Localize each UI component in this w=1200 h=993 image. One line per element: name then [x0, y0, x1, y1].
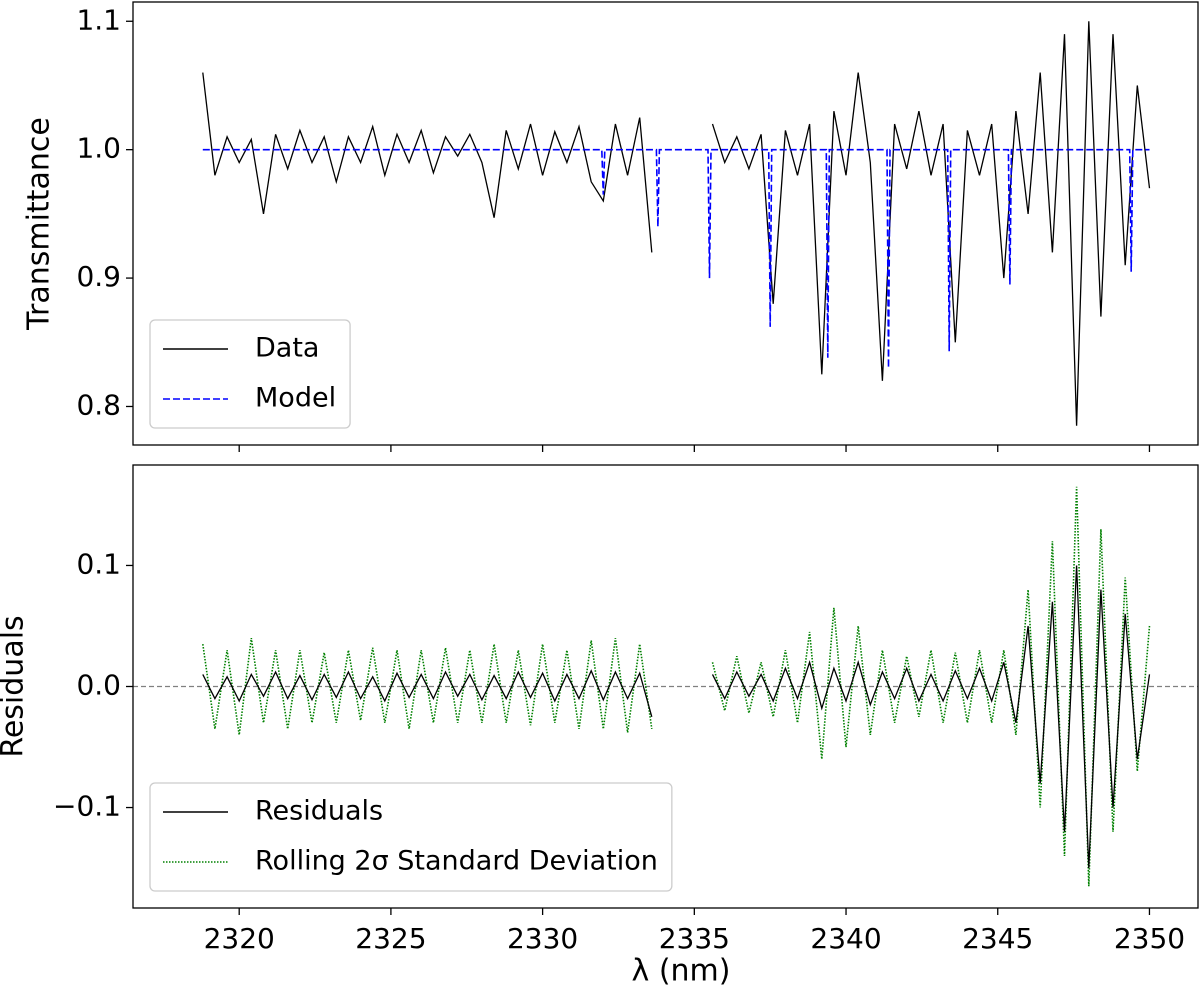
legend: Data Model	[149, 319, 351, 429]
x-tick-label: 2350	[1114, 922, 1185, 955]
legend-label: Rolling 2σ Standard Deviation	[255, 846, 658, 877]
legend-box	[149, 782, 673, 892]
y-tick-label: 1.0	[76, 132, 121, 165]
y-axis-label: Transmittance	[22, 117, 57, 331]
y-tick-label: 0.0	[76, 669, 121, 702]
x-tick-label: 2345	[962, 922, 1033, 955]
y-tick-label: 0.1	[76, 547, 121, 580]
plot-area	[202, 21, 1151, 426]
y-tick-label: 0.9	[76, 260, 121, 293]
series-line	[202, 21, 1151, 426]
x-axis-label: λ (nm)	[632, 954, 731, 989]
y-tick-label: −0.1	[53, 790, 121, 823]
plot-area	[202, 486, 1151, 887]
series-line	[202, 148, 1150, 369]
y-tick-label: 1.1	[76, 3, 121, 36]
series-line	[202, 565, 1151, 869]
x-tick-label: 2340	[810, 922, 881, 955]
x-tick-label: 2330	[507, 922, 578, 955]
legend: Residuals Rolling 2σ Standard Deviation	[149, 782, 673, 892]
y-tick-label: 0.8	[76, 388, 121, 421]
x-tick-label: 2325	[355, 922, 426, 955]
axes-frame	[132, 464, 1199, 909]
x-tick-label: 2320	[204, 922, 275, 955]
y-axis-label: Residuals	[0, 615, 31, 757]
legend-label: Model	[255, 383, 336, 414]
legend-label: Residuals	[255, 796, 383, 827]
legend-box	[149, 319, 351, 429]
x-tick-label: 2335	[659, 922, 730, 955]
axes-frame	[132, 1, 1199, 446]
legend-label: Data	[255, 333, 319, 364]
